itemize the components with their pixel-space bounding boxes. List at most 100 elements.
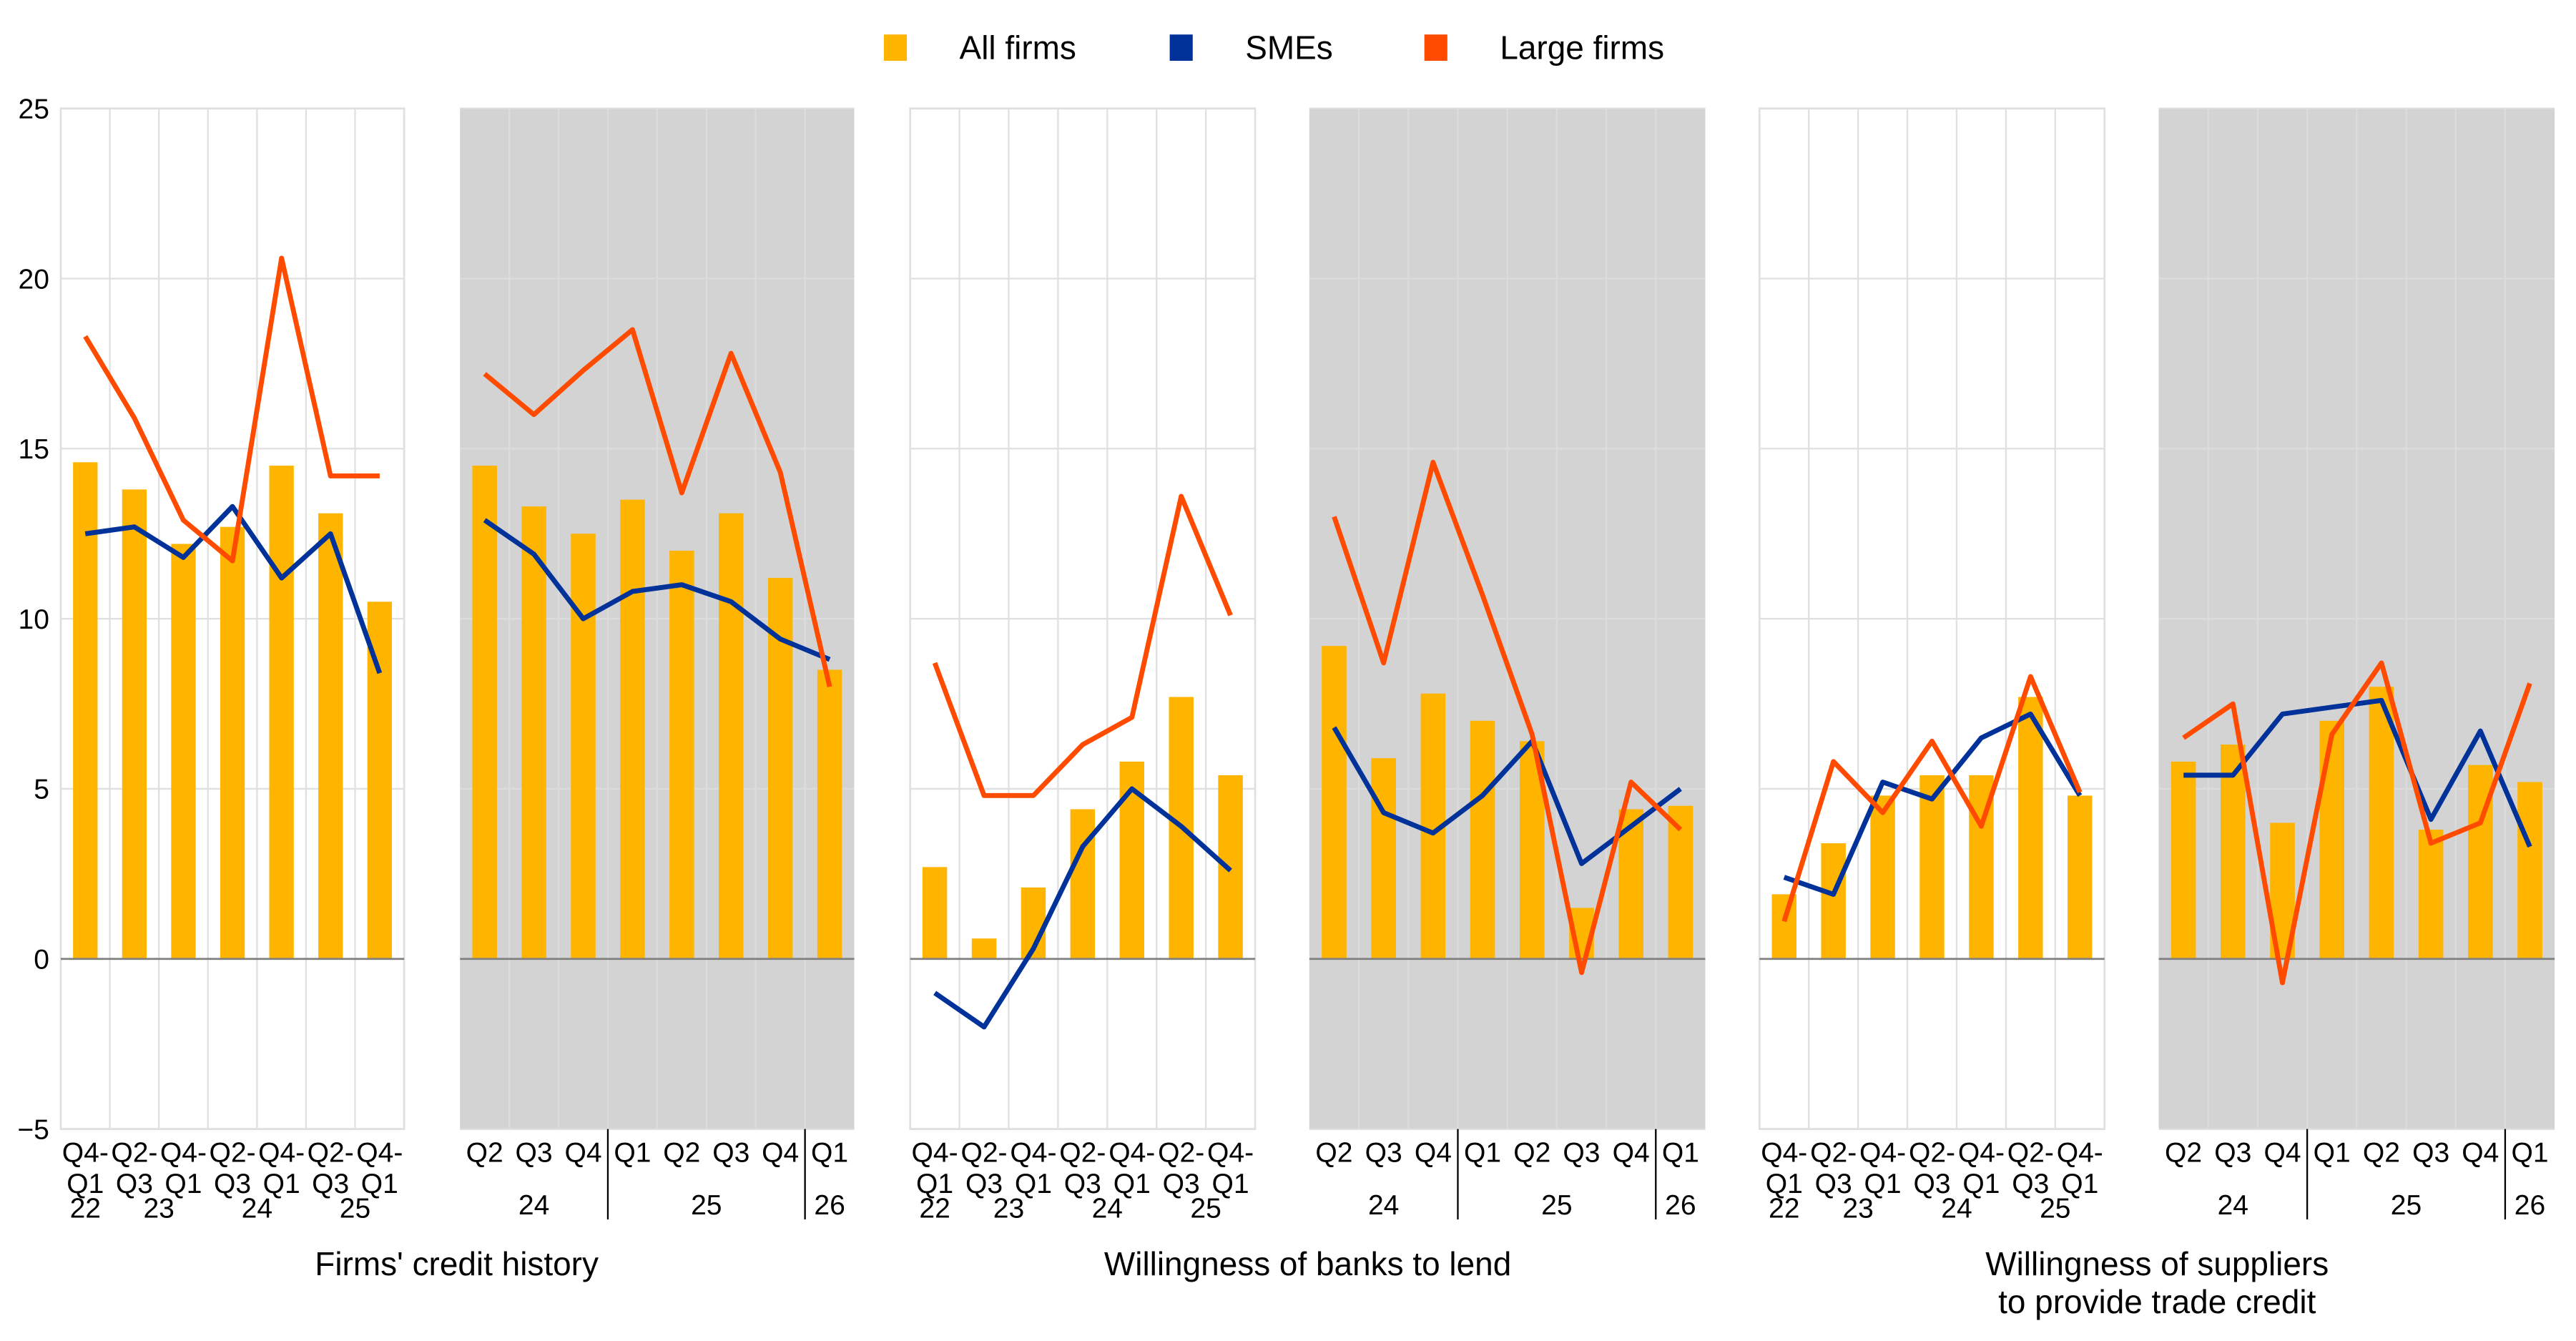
legend-label-large-firms: Large firms — [1500, 29, 1664, 67]
x-year-label: 23 — [993, 1194, 1024, 1224]
line-smes — [1332, 726, 1682, 866]
bar-all-firms — [171, 544, 196, 959]
x-tick-label: Q4 — [2462, 1138, 2499, 1169]
panel-4: Q2 Q3 Q4 Q1 Q2 Q3 Q4 Q1 24 25 26 — [1309, 107, 1706, 1221]
bar-all-firms — [2369, 687, 2394, 959]
y-tick-label: 20 — [18, 264, 49, 295]
x-tick-label: Q2 — [466, 1138, 503, 1169]
x-tick-label: Q1 — [1464, 1138, 1501, 1169]
x-tick-label-sub: Q1 — [164, 1169, 202, 1199]
x-tick-label: Q3 — [2214, 1138, 2251, 1169]
bar-all-firms — [922, 867, 948, 959]
x-tick-label-sub: Q1 — [2061, 1169, 2098, 1199]
y-tick-label: 10 — [18, 604, 49, 635]
group-titles: Firms' credit history Willingness of bank… — [315, 1245, 2329, 1320]
x-tick-label: Q4 — [564, 1138, 601, 1169]
x-year-label: 25 — [2040, 1194, 2070, 1224]
x-tick-label: Q4- — [258, 1138, 305, 1169]
bar-all-firms — [719, 513, 744, 959]
bar-all-firms — [2517, 782, 2542, 959]
x-tick-label-sub: Q1 — [1212, 1169, 1249, 1199]
x-tick-label: Q4 — [1613, 1138, 1650, 1169]
line-large-firms — [83, 255, 380, 564]
line-smes — [483, 518, 831, 662]
bar-all-firms — [318, 513, 343, 959]
bar-all-firms — [122, 489, 147, 959]
x-tick-label: Q4- — [1761, 1138, 1807, 1169]
x-year-label: 25 — [340, 1194, 370, 1224]
x-tick-label: Q3 — [1563, 1138, 1600, 1169]
x-tick-label-sub: Q1 — [1962, 1169, 2000, 1199]
x-tick-label-sub: Q3 — [116, 1169, 153, 1199]
x-tick-label: Q4- — [62, 1138, 109, 1169]
x-tick-label: Q3 — [2412, 1138, 2449, 1169]
x-year-label: 25 — [691, 1190, 722, 1221]
x-year-label: 23 — [143, 1194, 174, 1224]
x-tick-label-sub: Q3 — [2012, 1169, 2049, 1199]
x-tick-label: Q2- — [1810, 1138, 1857, 1169]
legend-label-smes: SMEs — [1245, 29, 1332, 67]
bar-all-firms — [1668, 805, 1693, 959]
x-tick-label-sub: Q1 — [67, 1169, 104, 1199]
x-tick-label-sub: Q3 — [214, 1169, 251, 1199]
bar-all-firms — [1870, 795, 1895, 959]
x-tick-label: Q1 — [1662, 1138, 1699, 1169]
x-tick-label-sub: Q1 — [263, 1169, 300, 1199]
bar-all-firms — [571, 534, 596, 959]
x-tick-label-sub: Q3 — [312, 1169, 349, 1199]
x-tick-label: Q4 — [1415, 1138, 1452, 1169]
x-tick-label: Q4- — [912, 1138, 958, 1169]
bar-all-firms — [1470, 720, 1495, 959]
x-tick-label-sub: Q1 — [1114, 1169, 1151, 1199]
bar-all-firms — [971, 938, 997, 959]
line-smes — [2183, 697, 2532, 848]
group-title-2: Willingness of banks to lend — [1104, 1245, 1511, 1282]
x-tick-label: Q2 — [1513, 1138, 1550, 1169]
x-year-label: 26 — [2514, 1190, 2545, 1221]
x-tick-label: Q2- — [1158, 1138, 1204, 1169]
line-large-firms — [1781, 674, 2083, 923]
x-tick-label: Q3 — [1365, 1138, 1402, 1169]
x-year-label: 25 — [2391, 1190, 2422, 1221]
x-tick-label: Q2- — [2007, 1138, 2054, 1169]
x-tick-label-sub: Q1 — [361, 1169, 398, 1199]
y-tick-label: 5 — [34, 775, 49, 805]
line-large-firms — [1332, 459, 1683, 976]
x-year-label: 24 — [242, 1194, 272, 1224]
x-tick-label: Q4 — [2263, 1138, 2301, 1169]
line-large-firms — [483, 327, 832, 688]
x-tick-label: Q2- — [1059, 1138, 1106, 1169]
line-smes — [84, 504, 383, 674]
legend-swatch-all-firms — [883, 34, 908, 62]
bar-all-firms — [220, 526, 245, 959]
x-tick-label: Q3 — [712, 1138, 749, 1169]
x-tick-label: Q4- — [356, 1138, 403, 1169]
bar-all-firms — [367, 601, 392, 959]
bar-all-firms — [1218, 775, 1243, 959]
x-year-label: 22 — [1769, 1194, 1799, 1224]
x-year-label: 24 — [1368, 1190, 1399, 1221]
x-year-label: 26 — [814, 1190, 845, 1221]
x-tick-label: Q2 — [2363, 1138, 2400, 1169]
group-title-3: Willingness of suppliers — [1985, 1245, 2329, 1282]
x-year-label: 24 — [2218, 1190, 2248, 1221]
x-tick-label: Q4- — [1859, 1138, 1906, 1169]
bar-all-firms — [472, 466, 497, 959]
x-tick-label: Q1 — [614, 1138, 651, 1169]
x-tick-label: Q1 — [2314, 1138, 2351, 1169]
x-tick-label: Q2- — [210, 1138, 256, 1169]
x-tick-label-sub: Q1 — [1864, 1169, 1902, 1199]
legend-label-all-firms: All firms — [960, 29, 1076, 67]
legend-item-all-firms: All firms — [883, 29, 1076, 67]
bar-all-firms — [1322, 646, 1347, 959]
x-tick-label-sub: Q3 — [1064, 1169, 1101, 1199]
group-title-1: Firms' credit history — [315, 1245, 599, 1282]
x-tick-label: Q4- — [1010, 1138, 1056, 1169]
bar-all-firms — [73, 462, 98, 959]
x-tick-label: Q2- — [960, 1138, 1007, 1169]
bar-all-firms — [2018, 697, 2043, 959]
bar-all-firms — [669, 550, 694, 959]
bar-all-firms — [2319, 720, 2345, 959]
